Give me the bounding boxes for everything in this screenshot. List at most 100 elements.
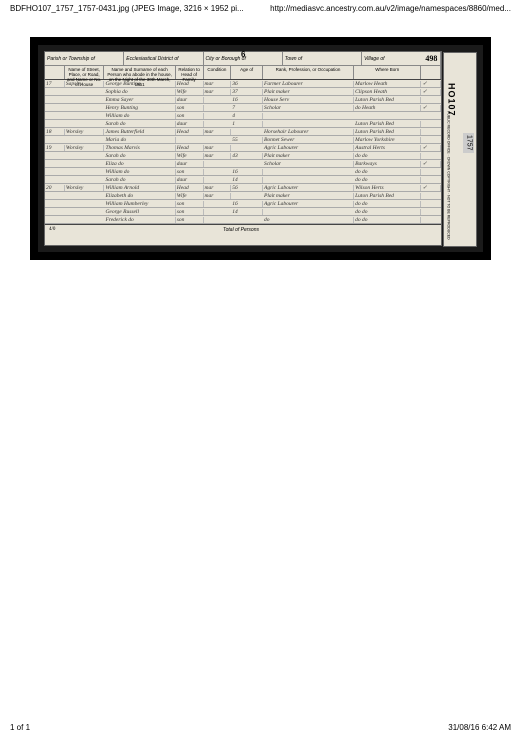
cell-rel: Head [176, 185, 204, 191]
cell-age: 4 [231, 113, 263, 119]
cell-age: 56 [231, 185, 263, 191]
cell-age: 36 [231, 81, 263, 87]
cell-rel: Wife [176, 153, 204, 159]
cell-n: 19 [45, 145, 65, 151]
table-row: Frederick dosondodo do [45, 216, 441, 224]
cell-n: 18 [45, 129, 65, 135]
cell-occ: House Serv [263, 97, 354, 103]
cell-con: mar [204, 185, 232, 191]
col-num [45, 66, 65, 79]
col-name: Name and Surname of each Person who abod… [104, 66, 175, 79]
page-url-right: http://mediasvc.ancestry.com.au/v2/image… [270, 4, 511, 13]
column-headers: Name of Street, Place, or Road, and Name… [45, 66, 441, 80]
cell-born: Austral Herts [354, 145, 421, 151]
cell-rel: son [176, 201, 204, 207]
col-place: Name of Street, Place, or Road, and Name… [65, 66, 105, 79]
col-age: Age of [231, 66, 263, 79]
cell-age: 16 [231, 201, 263, 207]
cell-nm: James Butterfield [104, 129, 175, 135]
cell-con: mar [204, 129, 232, 135]
cell-rel: Head [176, 129, 204, 135]
cell-born: Luton Parish Bed [354, 129, 421, 135]
cell-m: ✓ [421, 81, 441, 87]
hdr-town: Town of [283, 52, 362, 65]
cell-age: 16 [231, 169, 263, 175]
cell-age: 55 [231, 137, 263, 143]
cell-born: Marlow Heath [354, 81, 421, 87]
table-row: 19WorsleyThomas MarvisHeadmarAgric Labou… [45, 144, 441, 152]
table-row: Sarah doWifemar43Plait makerdo do [45, 152, 441, 160]
data-rows: 17SapsleyGeorge BuntingHeadmar36Farmer L… [45, 80, 441, 224]
totals-label: Total of Persons [104, 227, 263, 233]
cell-occ: Plait maker [263, 193, 354, 199]
cell-pl: Worsley [65, 185, 105, 191]
col-occupation: Rank, Profession, or Occupation [263, 66, 354, 79]
cell-con: mar [204, 153, 232, 159]
cell-con: mar [204, 145, 232, 151]
cell-nm: Thomas Marvis [104, 145, 175, 151]
cell-occ: Farmer Labourer [263, 81, 354, 87]
cell-nm: Sophia do [104, 89, 175, 95]
footer-page-count: 1 of 1 [10, 723, 30, 732]
cell-n: 20 [45, 185, 65, 191]
cell-born: do Heath [354, 105, 421, 111]
cell-nm: William do [104, 113, 175, 119]
cell-m: ✓ [421, 185, 441, 191]
cell-occ: Scholar [263, 105, 354, 111]
table-row: William doson 4 [45, 112, 441, 120]
cell-pl: Sapsley [65, 81, 105, 87]
ref-number: 498 [425, 54, 437, 63]
cell-born: do do [354, 209, 421, 215]
table-row: George Russellson14do do [45, 208, 441, 216]
table-row: Sarah dodaur14do do [45, 176, 441, 184]
col-condition: Condition [204, 66, 232, 79]
cell-occ: Bonnet Sewer [263, 137, 354, 143]
table-row: Sophia doWifemar37Plait makerClipson Hea… [45, 88, 441, 96]
cell-m: ✓ [421, 161, 441, 167]
table-row: Maria do55Bonnet SewerMarlow Yorkshire [45, 136, 441, 144]
cell-born: Luton Parish Bed [354, 193, 421, 199]
archive-side-tab: HO107 1757 PUBLIC RECORD OFFICE · CROWN … [443, 52, 477, 247]
totals-row: 4/0 Total of Persons [45, 224, 441, 234]
cell-con: mar [204, 81, 232, 87]
side-fine-print: PUBLIC RECORD OFFICE · CROWN COPYRIGHT ·… [444, 109, 452, 242]
cell-born: do do [354, 201, 421, 207]
table-row: Emma Sayerdaur16House ServLuton Parish B… [45, 96, 441, 104]
cell-born: Marlow Yorkshire [354, 137, 421, 143]
cell-nm: Sarah do [104, 177, 175, 183]
cell-con: mar [204, 193, 232, 199]
table-row: Sarah dodaur1Luton Parish Bed [45, 120, 441, 128]
cell-nm: George Bunting [104, 81, 175, 87]
cell-age: 7 [231, 105, 263, 111]
cell-nm: Emma Sayer [104, 97, 175, 103]
hdr-parish: Parish or Township of [45, 52, 124, 65]
cell-nm: Eliza do [104, 161, 175, 167]
cell-born: do do [354, 217, 421, 223]
cell-occ: do [263, 217, 354, 223]
cell-rel: Head [176, 81, 204, 87]
cell-born: do do [354, 169, 421, 175]
totals-left-mark: 4/0 [45, 227, 104, 232]
col-born: Where Born [354, 66, 421, 79]
cell-rel: son [176, 105, 204, 111]
cell-age: 1 [231, 121, 263, 127]
cell-age: 37 [231, 89, 263, 95]
cell-nm: William Arnold [104, 185, 175, 191]
cell-m: ✓ [421, 105, 441, 111]
cell-rel: son [176, 113, 204, 119]
footer-timestamp: 31/08/16 6:42 AM [448, 723, 511, 732]
cell-con: mar [204, 89, 232, 95]
cell-nm: Sarah do [104, 121, 175, 127]
cell-age: 14 [231, 209, 263, 215]
cell-age: 14 [231, 177, 263, 183]
table-row: Eliza dodaurScholarBarkways✓ [45, 160, 441, 168]
cell-occ: Plait maker [263, 89, 354, 95]
cell-nm: Frederick do [104, 217, 175, 223]
cell-n: 17 [45, 81, 65, 87]
browser-header: BDFHO107_1757_1757-0431.jpg (JPEG Image,… [0, 0, 521, 17]
cell-rel: daur [176, 177, 204, 183]
cell-born: Barkways [354, 161, 421, 167]
col-relation: Relation to Head of Family [176, 66, 204, 79]
scan-container: 6 498 Parish or Township of Ecclesiastic… [30, 37, 491, 260]
table-row: William Humberleyson16Agric Labourerdo d… [45, 200, 441, 208]
